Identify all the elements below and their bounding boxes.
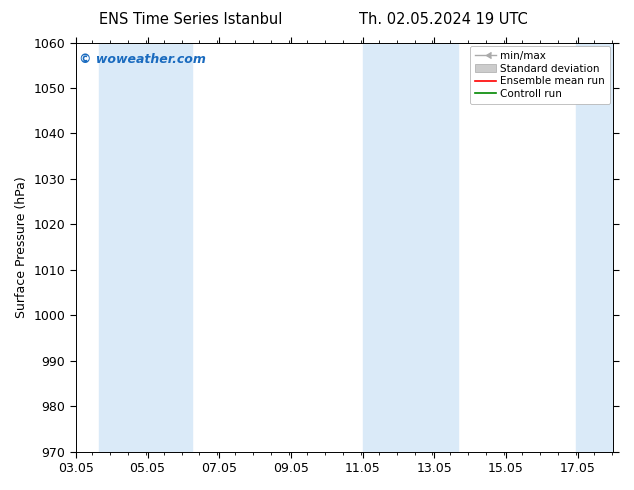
Text: Th. 02.05.2024 19 UTC: Th. 02.05.2024 19 UTC <box>359 12 528 27</box>
Y-axis label: Surface Pressure (hPa): Surface Pressure (hPa) <box>15 176 28 318</box>
Bar <box>99 43 192 452</box>
Legend: min/max, Standard deviation, Ensemble mean run, Controll run: min/max, Standard deviation, Ensemble me… <box>470 46 611 104</box>
Bar <box>363 43 458 452</box>
Text: ENS Time Series Istanbul: ENS Time Series Istanbul <box>98 12 282 27</box>
Text: © woweather.com: © woweather.com <box>79 53 205 66</box>
Bar <box>576 43 614 452</box>
